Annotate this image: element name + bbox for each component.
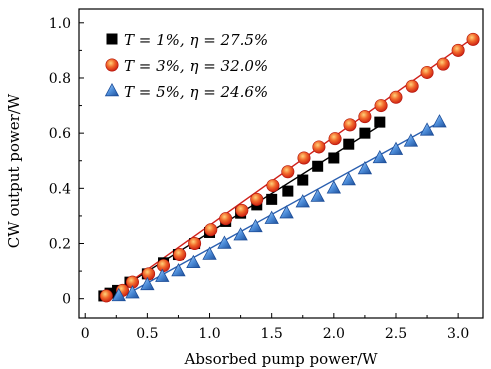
data-point <box>343 118 357 132</box>
data-point <box>312 140 326 154</box>
data-point <box>328 152 340 164</box>
data-point <box>281 165 295 179</box>
data-point <box>266 193 278 205</box>
data-point <box>264 210 279 224</box>
data-point <box>157 259 171 273</box>
data-point <box>297 151 311 165</box>
fit-line <box>118 121 440 300</box>
data-point <box>111 287 126 302</box>
data-point <box>266 179 280 193</box>
data-point <box>295 194 310 208</box>
data-point <box>436 57 450 71</box>
legend-marker-triangle <box>104 82 120 97</box>
y-tick-label: 0 <box>62 292 71 308</box>
data-point <box>282 185 294 197</box>
data-point <box>173 248 187 262</box>
axis-ticks: 0 0.5 1.0 1.5 2.0 2.5 3.0 0 0.2 0.4 0.6 0.8 1.0 <box>49 16 470 342</box>
data-point <box>204 223 218 237</box>
data-point <box>389 90 403 104</box>
legend: T = 1%, η = 27.5% T = 3%, η = 32.0% T = 5%… <box>104 31 268 101</box>
data-point <box>372 149 387 164</box>
data-point <box>125 285 140 299</box>
data-point <box>310 188 325 202</box>
series-triangle <box>111 114 447 302</box>
x-tick-label: 1.0 <box>198 326 220 342</box>
x-tick-label: 1.5 <box>261 326 283 342</box>
data-point <box>343 138 355 150</box>
data-point <box>405 79 419 93</box>
y-tick-label: 0.2 <box>49 237 71 253</box>
data-point <box>358 110 372 124</box>
data-point <box>297 174 309 186</box>
data-point <box>451 43 465 57</box>
x-axis-label: Absorbed pump power/W <box>183 350 378 368</box>
data-point <box>186 254 201 269</box>
y-tick-label: 1.0 <box>49 16 71 32</box>
x-tick-label: 0.5 <box>136 326 158 342</box>
legend-label: T = 3%, η = 32.0% <box>124 57 268 75</box>
x-tick-label: 0 <box>81 326 90 342</box>
y-axis-label: CW output power/W <box>5 93 23 248</box>
data-point <box>403 133 419 147</box>
data-point <box>374 116 386 128</box>
data-point <box>155 268 170 282</box>
x-tick-label: 2.5 <box>385 326 407 342</box>
legend-label: T = 5%, η = 24.6% <box>124 83 268 101</box>
data-point <box>171 263 186 277</box>
data-point <box>466 32 480 46</box>
data-point <box>279 205 294 219</box>
x-tick-label: 2.0 <box>323 326 345 342</box>
data-point <box>188 237 202 251</box>
data-point <box>235 203 249 217</box>
data-point <box>419 122 435 136</box>
data-point <box>217 235 232 249</box>
data-point <box>202 246 217 260</box>
data-point <box>326 180 342 194</box>
data-point <box>250 192 264 206</box>
plot-frame <box>78 8 484 319</box>
data-point <box>140 276 155 291</box>
data-point <box>432 114 447 128</box>
legend-marker-square <box>106 33 118 45</box>
data-point <box>420 65 434 79</box>
data-point <box>142 267 156 281</box>
data-point <box>219 212 233 226</box>
data-point <box>374 99 388 113</box>
data-point <box>359 127 371 139</box>
data-point <box>248 218 263 233</box>
data-point <box>357 160 373 175</box>
data-point <box>328 132 342 146</box>
data-point <box>312 160 324 172</box>
x-tick-label: 3.0 <box>447 326 469 342</box>
data-point <box>388 141 404 155</box>
data-point <box>99 289 113 303</box>
y-tick-label: 0.6 <box>49 126 71 142</box>
data-points <box>98 32 480 303</box>
y-tick-label: 0.8 <box>49 71 71 87</box>
legend-marker-circle <box>105 58 119 72</box>
y-tick-label: 0.4 <box>49 181 71 197</box>
legend-label: T = 1%, η = 27.5% <box>124 31 268 49</box>
data-point <box>341 172 356 186</box>
data-point <box>233 227 248 241</box>
